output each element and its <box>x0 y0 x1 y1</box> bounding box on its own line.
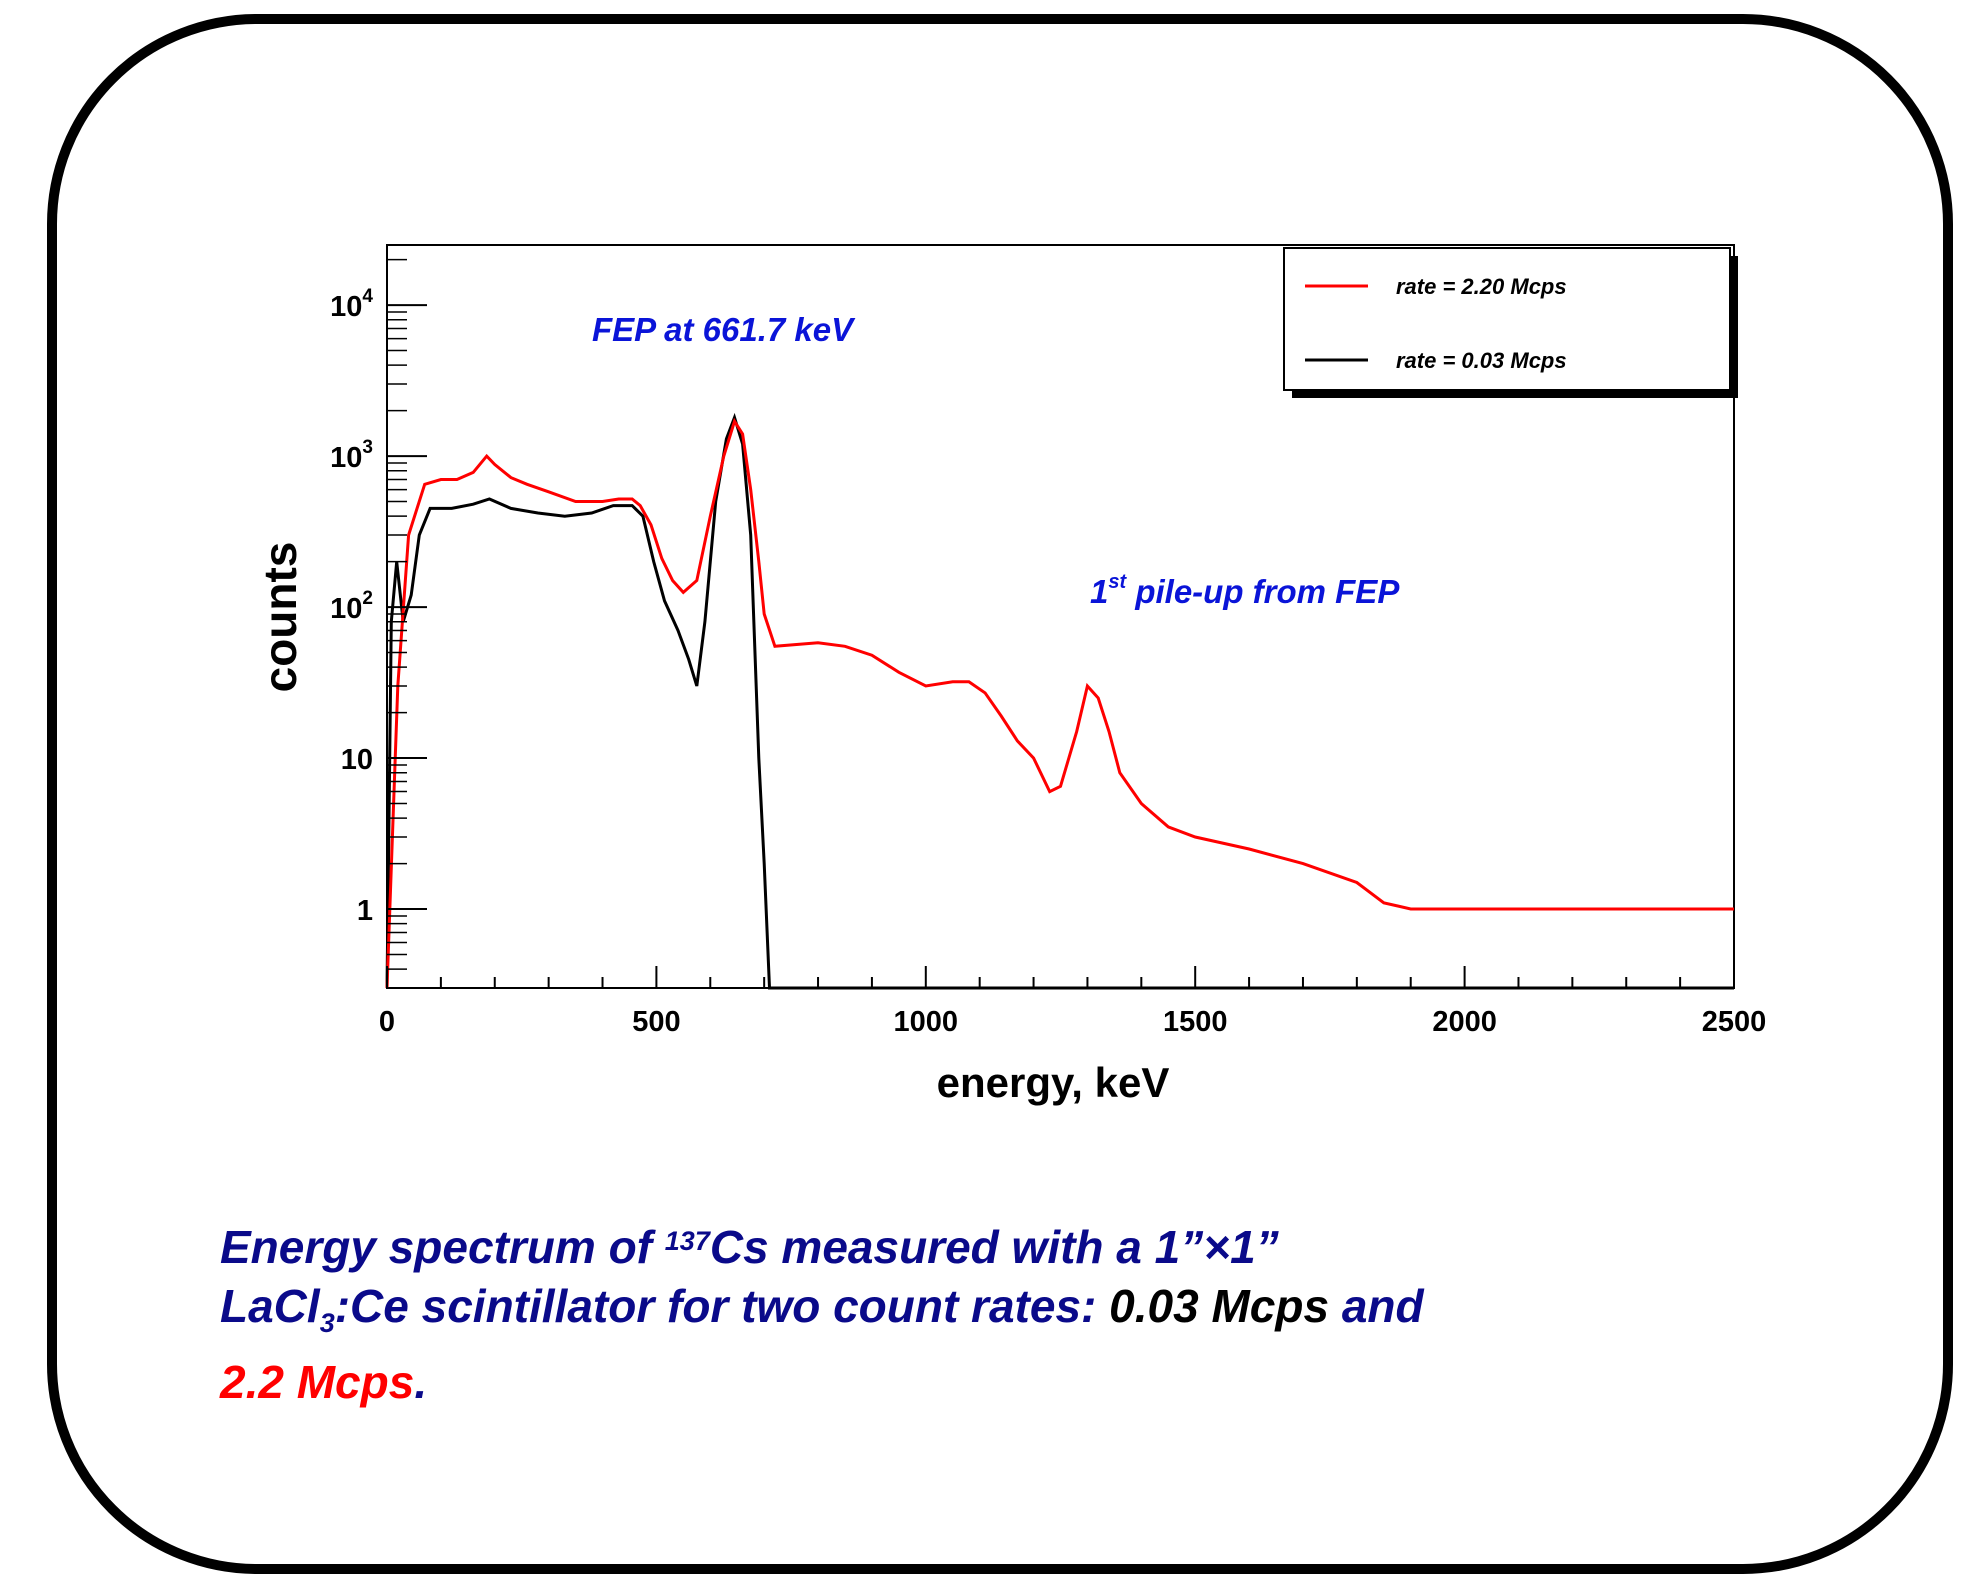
fep-annotation: FEP at 661.7 keV <box>592 311 856 348</box>
y-tick-exponent: 2 <box>362 588 373 609</box>
pileup-number: 1 <box>1090 573 1108 610</box>
y-axis-label: counts <box>254 542 306 693</box>
y-tick-base: 10 <box>330 291 362 323</box>
caption-low-rate: 0.03 Mcps <box>1109 1280 1330 1332</box>
y-tick-label: 104 <box>330 286 373 323</box>
y-tick-exponent: 3 <box>362 437 373 458</box>
legend-label-high-rate: rate = 2.20 Mcps <box>1396 274 1567 299</box>
x-tick-label: 500 <box>632 1006 680 1038</box>
pileup-annotation: 1st pile-up from FEP <box>1090 571 1400 610</box>
y-tick-label: 1 <box>357 895 373 927</box>
pileup-text: pile-up from FEP <box>1126 573 1400 610</box>
pileup-superscript: st <box>1108 571 1127 593</box>
x-tick-label: 1500 <box>1163 1006 1228 1038</box>
figure-caption: Energy spectrum of 137Cs measured with a… <box>220 1218 1820 1412</box>
caption-line3-post: . <box>414 1356 428 1409</box>
series-line-low-rate <box>385 412 1734 990</box>
caption-subscript: 3 <box>319 1308 335 1339</box>
y-tick-base: 10 <box>330 442 362 474</box>
legend-box <box>1283 247 1731 391</box>
caption-line1-pre: Energy spectrum of <box>220 1221 665 1273</box>
x-tick-label: 2500 <box>1702 1006 1767 1038</box>
legend-label-low-rate: rate = 0.03 Mcps <box>1396 348 1567 373</box>
y-tick-label: 102 <box>330 588 373 625</box>
x-tick-label: 1000 <box>894 1006 959 1038</box>
y-tick-label: 10 <box>341 744 373 776</box>
y-tick-exponent: 4 <box>362 286 373 307</box>
x-tick-label: 2000 <box>1432 1006 1497 1038</box>
caption-line2-pre: LaCl <box>220 1280 320 1332</box>
x-tick-label: 0 <box>379 1006 395 1038</box>
series-layer <box>385 412 1734 990</box>
caption-high-rate: 2.2 Mcps <box>220 1356 415 1409</box>
caption-line2-mid: :Ce scintillator for two count rates: <box>334 1280 1110 1332</box>
series-line-high-rate <box>385 417 1734 989</box>
legend: rate = 2.20 Mcps rate = 0.03 Mcps <box>1283 247 1738 398</box>
caption-isotope-mass: 137 <box>664 1226 710 1256</box>
caption-line2-post: and <box>1329 1280 1424 1332</box>
caption-line1-post: Cs measured with a 1”×1” <box>709 1221 1279 1273</box>
y-tick-base: 10 <box>330 593 362 625</box>
y-tick-label: 103 <box>330 437 373 474</box>
x-axis-label: energy, keV <box>937 1059 1170 1106</box>
